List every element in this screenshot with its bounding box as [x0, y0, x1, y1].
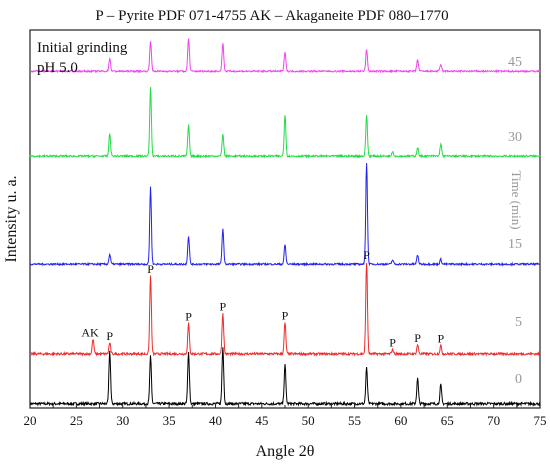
- series-group: [29, 38, 541, 407]
- peak-label-6: P: [363, 248, 370, 262]
- annotation-line-1: Initial grinding: [37, 40, 128, 56]
- series-label-45: 45: [508, 55, 522, 70]
- series-line-5: [29, 262, 541, 357]
- x-tick-label-7: 55: [348, 413, 361, 428]
- series-label-5: 5: [515, 315, 522, 330]
- chart-title: P – Pyrite PDF 071-4755 AK – Akaganeite …: [95, 8, 448, 24]
- peak-label-8: P: [414, 331, 421, 345]
- peak-label-1: P: [106, 329, 113, 343]
- peak-label-0: AK: [81, 325, 99, 339]
- peak-label-5: P: [282, 309, 289, 323]
- peak-label-9: P: [437, 332, 444, 346]
- x-tick-label-5: 45: [255, 413, 268, 428]
- series-line-0: [29, 347, 541, 407]
- x-tick-label-8: 60: [394, 413, 407, 428]
- plot-frame: [29, 29, 541, 409]
- x-tick-label-6: 50: [302, 413, 315, 428]
- x-tick-label-11: 75: [534, 413, 547, 428]
- x-tick-label-10: 70: [487, 413, 500, 428]
- peak-label-2: P: [147, 262, 154, 276]
- series-label-15: 15: [508, 237, 522, 252]
- peak-label-7: P: [389, 335, 396, 349]
- x-tick-label-2: 30: [116, 413, 129, 428]
- peak-label-4: P: [220, 300, 227, 314]
- annotation-line-2: pH 5.0: [37, 60, 78, 76]
- series-line-45: [30, 38, 541, 74]
- series-label-group: 0 5 15 30 45: [508, 55, 522, 387]
- x-tick-label-0: 20: [24, 413, 37, 428]
- series-label-30: 30: [508, 130, 522, 145]
- series-label-0: 0: [515, 372, 522, 387]
- peak-label-group: AK P P P P P P P P P: [81, 248, 444, 349]
- x-tick-label-1: 25: [70, 413, 83, 428]
- x-axis-ticks: 20 25 30 35 40 45 50 55 60 65 70 75: [24, 403, 547, 428]
- peak-label-3: P: [185, 310, 192, 324]
- secondary-y-axis-label: Time (min): [509, 170, 524, 229]
- y-axis-label: Intensity u. a.: [3, 175, 20, 262]
- x-tick-label-3: 35: [163, 413, 176, 428]
- series-line-30: [29, 87, 541, 159]
- x-axis-label: Angle 2θ: [256, 443, 315, 460]
- x-tick-label-4: 40: [209, 413, 222, 428]
- x-tick-label-9: 65: [441, 413, 454, 428]
- series-line-15: [29, 162, 540, 267]
